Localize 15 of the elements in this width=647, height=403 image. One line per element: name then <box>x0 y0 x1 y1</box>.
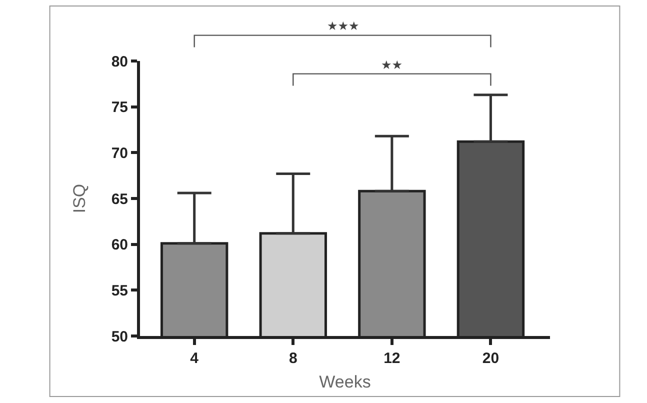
y-tick-label: 55 <box>111 282 128 300</box>
y-tick-label: 70 <box>111 144 128 162</box>
y-tick-label: 65 <box>111 190 128 208</box>
x-tick-label: 20 <box>482 350 500 367</box>
y-tick-label: 60 <box>111 236 128 254</box>
x-tick-label: 4 <box>190 350 200 367</box>
x-tick-label: 12 <box>384 350 400 367</box>
annotation: ★★ <box>381 58 403 72</box>
x-tick-label: 8 <box>288 350 298 367</box>
y-axis-title: ISQ <box>70 184 89 214</box>
x-axis-title: Weeks <box>319 372 371 392</box>
y-tick-label: 75 <box>111 99 128 116</box>
y-tick-label: 50 <box>111 328 128 346</box>
text: ★★★ <box>327 19 360 33</box>
y-tick-label: 80 <box>111 53 128 70</box>
